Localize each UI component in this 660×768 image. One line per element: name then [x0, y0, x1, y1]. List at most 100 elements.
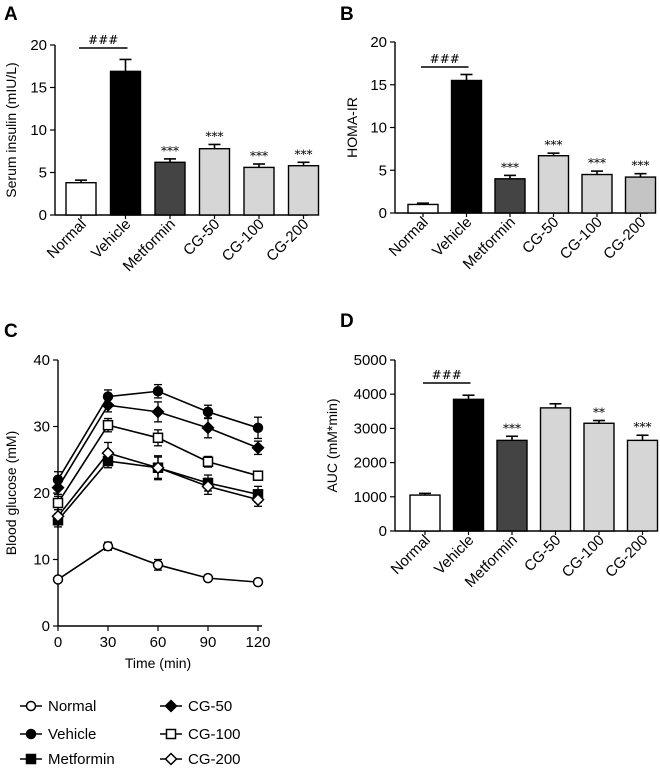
bar-cg-100: [243, 166, 275, 216]
bar-metformin: [496, 439, 528, 532]
data-point: [202, 456, 214, 467]
y-tick-label: 15: [30, 80, 47, 97]
y-tick-label: 4000: [354, 386, 387, 403]
data-point: [202, 572, 214, 584]
legend-marker: [25, 728, 37, 740]
x-tick-label: Normal: [386, 214, 432, 260]
bar-cg-200: [626, 439, 659, 532]
chart-homa-ir: 05101520HOMA-IRNormalVehicleMetformin***…: [344, 34, 657, 273]
significance-marker: ***: [250, 149, 268, 163]
y-tick-label: 20: [30, 37, 47, 54]
x-axis-label: Time (min): [125, 655, 191, 671]
significance-marker: ***: [588, 156, 606, 170]
legend-label: Vehicle: [48, 726, 96, 743]
data-point: [51, 481, 65, 495]
significance-marker: ***: [503, 421, 521, 435]
y-axis-label: AUC (mM*min): [324, 398, 340, 492]
significance-marker: **: [593, 406, 605, 420]
data-point: [152, 386, 164, 397]
x-tick-label: 0: [54, 634, 62, 651]
y-tick-label: 2000: [354, 455, 387, 472]
chart-blood-glucose: 0 10 20 30 40 0 30 60 90 120 Time (min) Blood gluco…: [3, 352, 271, 671]
series-cg-50: [51, 397, 265, 495]
bar-metformin: [154, 161, 186, 216]
comparison-marker: ###: [88, 33, 118, 47]
legend: Normal Vehicle Metformin CG-50 CG-100 CG-200: [20, 698, 241, 768]
y-tick-label: 1000: [354, 489, 387, 506]
data-point: [151, 461, 165, 475]
y-tick-label: 15: [370, 77, 387, 94]
y-tick-label: 5: [379, 162, 387, 179]
data-point: [152, 432, 164, 444]
data-point: [151, 405, 165, 419]
x-tick-label: CG-100: [219, 216, 268, 265]
legend-marker: [165, 728, 177, 740]
panel-label-b: B: [340, 4, 354, 25]
series-cg-200: [51, 441, 265, 524]
legend-marker: [25, 753, 37, 765]
data-point: [252, 470, 264, 481]
y-axis-label: Serum insulin (mIU/L): [3, 62, 19, 197]
series-cg-100: [52, 417, 264, 511]
significance-marker: ***: [161, 144, 179, 158]
bar-cg-50: [539, 407, 572, 532]
x-tick-label: CG-100: [559, 532, 608, 581]
data-point: [52, 574, 64, 585]
bar-cg-100: [583, 422, 615, 532]
y-tick-label: 5: [39, 165, 47, 182]
data-point: [101, 398, 115, 412]
legend-label: CG-50: [188, 698, 232, 715]
y-tick-label: 30: [33, 419, 50, 436]
data-point: [202, 406, 214, 418]
legend-marker: [25, 700, 37, 712]
y-tick-label: 20: [370, 34, 387, 51]
x-tick-label: CG-200: [600, 214, 649, 263]
y-tick-label: 0: [39, 207, 47, 224]
series-vehicle: [52, 383, 264, 489]
x-tick-label: CG-200: [602, 532, 651, 581]
bar-cg-200: [624, 176, 657, 214]
series-normal: [52, 540, 264, 588]
legend-label: Normal: [48, 698, 96, 715]
significance-marker: ***: [634, 420, 652, 434]
data-point: [101, 446, 115, 460]
y-tick-label: 5000: [354, 352, 387, 369]
bar-cg-50: [198, 147, 231, 216]
comparison-marker: ###: [432, 368, 462, 382]
y-tick-label: 0: [379, 205, 387, 222]
x-tick-label: CG-200: [263, 216, 312, 265]
significance-marker: ***: [632, 159, 650, 173]
legend-marker: [164, 752, 178, 766]
panel-label-a: A: [4, 4, 18, 25]
data-point: [102, 419, 114, 431]
y-tick-label: 20: [33, 485, 50, 502]
x-tick-label: 120: [245, 634, 270, 651]
legend-label: Metformin: [48, 751, 115, 768]
bar-cg-100: [581, 173, 613, 214]
significance-marker: ***: [501, 160, 519, 174]
data-point: [252, 422, 264, 434]
x-tick-label: 60: [150, 634, 167, 651]
data-point: [51, 509, 65, 523]
significance-marker: ***: [295, 147, 313, 161]
bar-normal: [409, 494, 441, 532]
bar-normal: [65, 181, 97, 216]
x-tick-label: 30: [100, 634, 117, 651]
y-tick-label: 3000: [354, 420, 387, 437]
x-tick-label: 90: [200, 634, 217, 651]
x-tick-label: Normal: [388, 532, 434, 578]
data-point: [52, 497, 64, 509]
data-point: [251, 441, 265, 455]
y-tick-label: 0: [379, 523, 387, 540]
y-tick-label: 0: [42, 618, 50, 635]
bar-normal: [407, 203, 439, 214]
x-tick-label: CG-100: [557, 214, 606, 263]
y-tick-label: 10: [33, 552, 50, 569]
data-point: [102, 540, 114, 552]
x-tick-label: CG-50: [180, 216, 223, 259]
x-tick-label: Normal: [44, 216, 90, 262]
bar-vehicle: [450, 79, 483, 214]
